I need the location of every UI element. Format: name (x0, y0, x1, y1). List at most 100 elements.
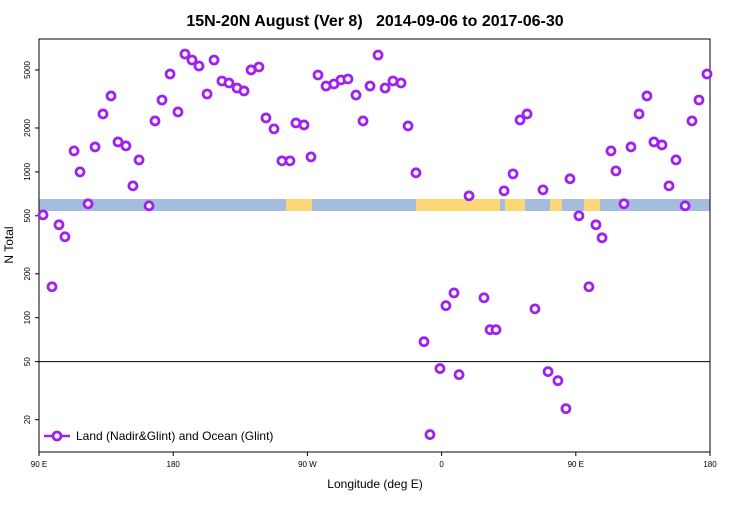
point (573, 210, 585, 222)
point (663, 180, 675, 192)
point (701, 68, 713, 80)
point (357, 115, 369, 127)
point (596, 232, 608, 244)
point (514, 114, 526, 126)
point (238, 85, 250, 97)
x-axis-label: Longitude (deg E) (327, 477, 422, 491)
point (193, 60, 205, 72)
y-tick-label: 1000 (23, 162, 32, 180)
point (342, 73, 354, 85)
point (208, 54, 220, 66)
y-tick-label: 20 (23, 415, 32, 424)
legend-marker (51, 430, 63, 442)
x-tick-label: 0 (439, 460, 444, 469)
point (350, 89, 362, 101)
y-tick-label: 50 (23, 357, 32, 366)
point (53, 219, 65, 231)
point (298, 119, 310, 131)
point (133, 154, 145, 166)
x-tick-label: 180 (167, 460, 181, 469)
point (679, 200, 691, 212)
point (395, 77, 407, 89)
point (164, 68, 176, 80)
point (97, 108, 109, 120)
point (127, 180, 139, 192)
chart-title: 15N-20N August (Ver 8) 2014-09-06 to 201… (186, 13, 563, 30)
point (560, 403, 572, 415)
y-tick-label: 5000 (23, 60, 32, 78)
point (46, 281, 58, 293)
point (37, 209, 49, 221)
point (552, 375, 564, 387)
point (670, 154, 682, 166)
point (402, 120, 414, 132)
point (112, 136, 124, 148)
point (656, 139, 668, 151)
point (448, 287, 460, 299)
x-tick-label: 90 W (298, 460, 317, 469)
point (605, 145, 617, 157)
point (156, 94, 168, 106)
point (424, 429, 436, 440)
point (693, 94, 705, 106)
point (284, 155, 296, 167)
point (410, 167, 422, 179)
point (453, 369, 465, 381)
point (463, 190, 475, 202)
point (686, 115, 698, 127)
point (521, 108, 533, 120)
point (590, 219, 602, 231)
x-tick-label: 90 E (31, 460, 47, 469)
point (583, 281, 595, 293)
x-tick-label: 180 (703, 460, 717, 469)
point (172, 106, 184, 118)
point (120, 140, 132, 152)
point (537, 184, 549, 196)
point (507, 168, 519, 180)
point (364, 80, 376, 92)
point (260, 112, 272, 124)
point (542, 366, 554, 378)
y-tick-label: 500 (23, 209, 32, 223)
point (143, 200, 155, 212)
point (305, 151, 317, 163)
point (89, 141, 101, 153)
point (529, 303, 541, 315)
point (372, 49, 384, 61)
point (179, 48, 191, 60)
point (478, 292, 490, 304)
point (74, 166, 86, 178)
legend-label: Land (Nadir&Glint) and Ocean (Glint) (76, 429, 273, 443)
point (490, 324, 502, 336)
point (268, 123, 280, 135)
point (564, 173, 576, 185)
point (312, 69, 324, 81)
point (618, 198, 630, 210)
point (498, 185, 510, 197)
point (82, 198, 94, 210)
point (434, 363, 446, 374)
point (59, 231, 71, 243)
y-tick-label: 100 (23, 310, 32, 324)
map-strip (39, 199, 710, 211)
point (610, 165, 622, 177)
x-tick-label: 90 E (568, 460, 584, 469)
point (379, 82, 391, 94)
y-axis-label: N Total (2, 226, 16, 263)
point (186, 54, 198, 66)
point (253, 61, 265, 73)
point (105, 90, 117, 102)
point (625, 141, 637, 153)
point (418, 336, 430, 348)
y-tick-label: 2000 (23, 119, 32, 137)
point (201, 88, 213, 100)
point (641, 90, 653, 102)
plot-frame (38, 38, 711, 453)
point (440, 300, 452, 312)
point (149, 115, 161, 127)
y-tick-label: 200 (23, 267, 32, 281)
point (68, 145, 80, 157)
point (223, 77, 235, 89)
point (633, 108, 645, 120)
